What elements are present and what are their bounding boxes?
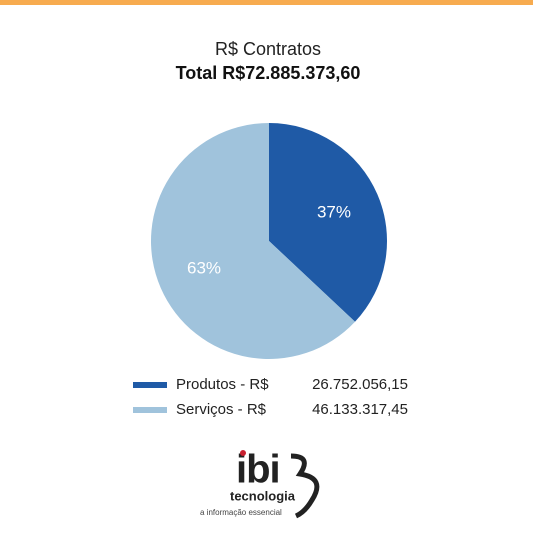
pie-slice: [269, 123, 388, 322]
legend-label: Serviços - R$: [176, 401, 267, 418]
logo-line1: tecnologia: [230, 488, 296, 503]
logo-dot: [240, 450, 246, 456]
logo-line2: a informação essencial: [200, 508, 282, 517]
logo-mark: [290, 453, 320, 519]
legend-amount: 46.133.317,45: [312, 401, 408, 418]
legend-swatch: [133, 382, 167, 388]
top-bar: [0, 0, 533, 5]
value-label: 37%: [317, 202, 351, 221]
pie-slice: [151, 123, 356, 359]
legend-amount: 26.752.056,15: [312, 376, 408, 393]
value-label: 63%: [187, 259, 221, 278]
legend-swatch: [133, 407, 167, 413]
logo: ibi tecnologia a informação essencial: [200, 448, 320, 519]
chart-subtitle: Total R$72.885.373,60: [176, 63, 361, 83]
legend-label: Produtos - R$: [176, 376, 269, 393]
chart-title: R$ Contratos: [215, 39, 321, 59]
